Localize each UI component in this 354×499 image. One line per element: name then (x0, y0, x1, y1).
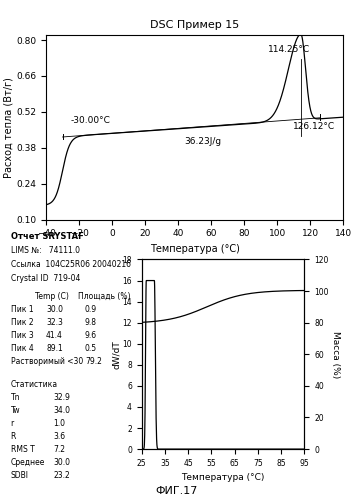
Text: 30.0: 30.0 (53, 458, 70, 467)
Text: ФИГ.17: ФИГ.17 (156, 486, 198, 496)
Text: 3.6: 3.6 (53, 432, 65, 441)
Text: Temp (C): Temp (C) (35, 292, 69, 301)
Text: 32.3: 32.3 (46, 318, 63, 327)
Text: Пик 1: Пик 1 (11, 305, 33, 314)
Text: r: r (11, 419, 14, 428)
Y-axis label: Масса (%): Масса (%) (331, 331, 340, 378)
Text: RMS T: RMS T (11, 445, 34, 454)
Text: 79.2: 79.2 (85, 357, 102, 366)
Text: 9.6: 9.6 (85, 331, 97, 340)
Text: Среднее: Среднее (11, 458, 45, 467)
Text: 0.9: 0.9 (85, 305, 97, 314)
Text: 0.5: 0.5 (85, 344, 97, 353)
Text: R: R (11, 432, 16, 441)
Text: 32.9: 32.9 (53, 393, 70, 402)
Text: Площадь (%): Площадь (%) (78, 292, 130, 301)
Text: Ссылка  104C25R06 20040216: Ссылка 104C25R06 20040216 (11, 260, 131, 269)
Text: 23.2: 23.2 (53, 471, 70, 480)
X-axis label: Температура (°C): Температура (°C) (150, 244, 240, 254)
Text: 41.4: 41.4 (46, 331, 63, 340)
Text: 30.0: 30.0 (46, 305, 63, 314)
Text: 89.1: 89.1 (46, 344, 63, 353)
Text: Растворимый <30: Растворимый <30 (11, 357, 83, 366)
Text: 36.23J/g: 36.23J/g (184, 137, 222, 146)
Text: SDBI: SDBI (11, 471, 29, 480)
Text: 9.8: 9.8 (85, 318, 97, 327)
Text: -30.00°C: -30.00°C (71, 116, 111, 125)
Text: Crystal ID  719-04: Crystal ID 719-04 (11, 274, 80, 283)
Text: Отчет SRYSTAF: Отчет SRYSTAF (11, 232, 84, 241)
Text: Пик 4: Пик 4 (11, 344, 33, 353)
Title: DSC Пример 15: DSC Пример 15 (150, 20, 239, 30)
Y-axis label: dW/dT: dW/dT (112, 340, 121, 369)
Text: LIMS №:   74111.0: LIMS №: 74111.0 (11, 246, 80, 255)
Text: Tn: Tn (11, 393, 20, 402)
Text: Статистика: Статистика (11, 380, 58, 389)
Y-axis label: Расход тепла (Вт/г): Расход тепла (Вт/г) (4, 77, 13, 178)
Text: Пик 2: Пик 2 (11, 318, 33, 327)
Text: 7.2: 7.2 (53, 445, 65, 454)
Text: Tw: Tw (11, 406, 20, 415)
Text: 1.0: 1.0 (53, 419, 65, 428)
Text: 114.25°C: 114.25°C (268, 44, 310, 53)
Text: 126.12°C: 126.12°C (293, 122, 335, 131)
X-axis label: Температура (°C): Температура (°C) (181, 474, 265, 483)
Text: Пик 3: Пик 3 (11, 331, 33, 340)
Text: 34.0: 34.0 (53, 406, 70, 415)
